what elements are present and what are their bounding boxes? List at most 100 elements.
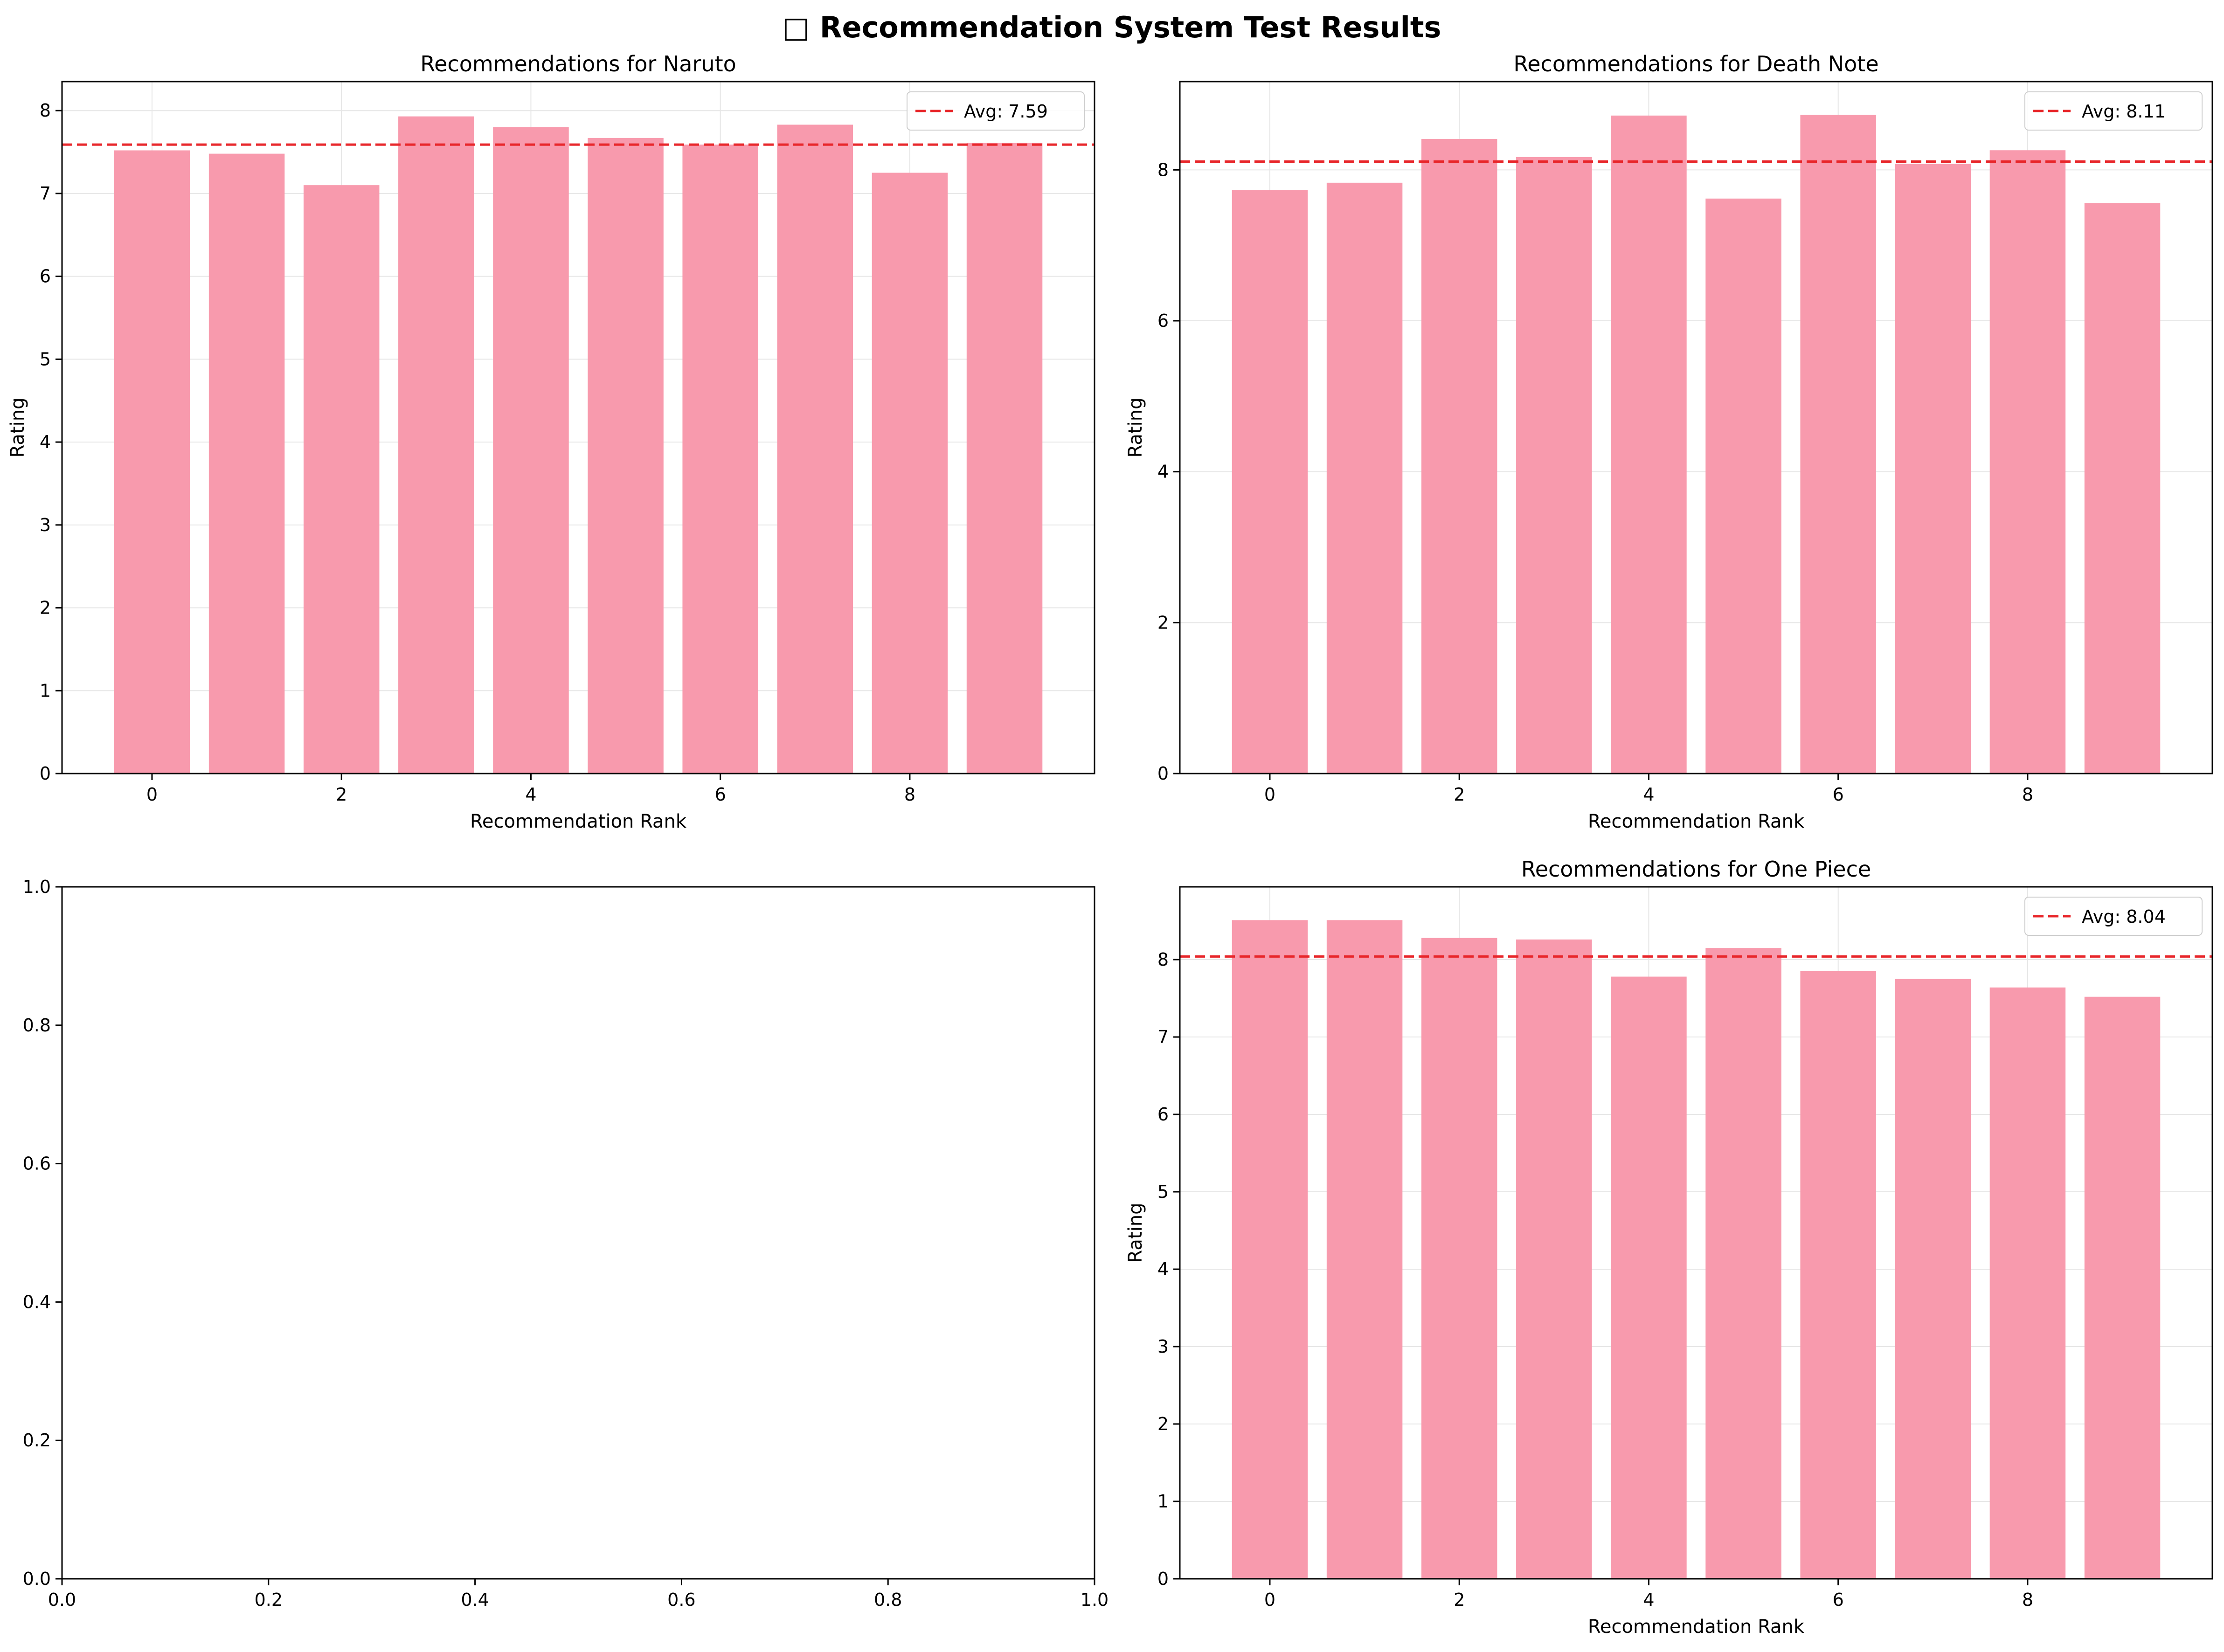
bar <box>1516 939 1592 1579</box>
y-tick-label: 7 <box>40 183 51 204</box>
bar <box>208 153 285 774</box>
y-tick-label: 5 <box>1157 1182 1169 1202</box>
bar <box>1611 115 1687 774</box>
x-tick-label: 8 <box>2022 784 2033 805</box>
y-axis-label: Rating <box>1125 1203 1146 1263</box>
y-tick-label: 8 <box>1157 949 1169 970</box>
bar <box>1989 150 2066 774</box>
bar <box>1705 198 1781 774</box>
bar <box>1895 164 1971 774</box>
bar <box>777 124 853 774</box>
y-tick-label: 0.0 <box>23 1569 51 1589</box>
y-tick-label: 2 <box>40 598 51 618</box>
bar <box>303 185 380 774</box>
axes-frame <box>61 886 1095 1580</box>
bar <box>966 143 1043 774</box>
y-tick-label: 3 <box>40 515 51 535</box>
ticks: 0.0 0.2 0.4 0.6 0.8 1.0 0.0 0.2 0.4 0.6 0.8 1.0 <box>23 877 1109 1610</box>
legend-box <box>2024 897 2203 936</box>
bar <box>1800 971 1876 1579</box>
legend-box <box>2024 91 2203 131</box>
x-tick-label: 4 <box>1643 784 1654 805</box>
x-tick-label: 0 <box>1264 1590 1275 1610</box>
panel-title: Recommendations for One Piece <box>1521 857 1871 882</box>
x-tick-label: 4 <box>525 784 536 805</box>
x-axis-label: Recommendation Rank <box>470 811 687 832</box>
bar <box>872 173 948 774</box>
y-tick-label: 3 <box>1157 1336 1169 1357</box>
axes-frame <box>61 81 1095 774</box>
x-tick-label: 6 <box>1833 784 1844 805</box>
x-axis-label: Recommendation Rank <box>1588 811 1805 832</box>
bar <box>2084 203 2161 774</box>
x-tick-label: 4 <box>1643 1590 1654 1610</box>
legend-label: Avg: 7.59 <box>964 101 1048 122</box>
y-tick-label: 7 <box>1157 1027 1169 1047</box>
legend: Avg: 8.11 <box>2024 91 2203 131</box>
y-tick-label: 1.0 <box>23 877 51 897</box>
y-tick-label: 0 <box>1157 763 1169 784</box>
legend: Avg: 8.04 <box>2024 897 2203 936</box>
panels: 0 2 4 6 8 0 1 2 3 4 5 6 7 8 Recommendations for Naruto… <box>7 51 2213 1638</box>
bar <box>1421 138 1497 774</box>
y-tick-label: 5 <box>40 349 51 369</box>
bar <box>1989 987 2066 1579</box>
ticks: 0 2 4 6 8 0 1 2 3 4 5 6 7 8 <box>40 100 915 805</box>
x-tick-label: 0.8 <box>874 1590 902 1610</box>
bar <box>1232 920 1308 1579</box>
y-tick-label: 0 <box>1157 1569 1169 1589</box>
y-tick-label: 2 <box>1157 1414 1169 1434</box>
x-tick-label: 0 <box>146 784 158 805</box>
y-axis-label: Rating <box>7 398 28 458</box>
x-tick-label: 6 <box>1833 1590 1844 1610</box>
y-tick-label: 0.6 <box>23 1154 51 1174</box>
axes-frame <box>1179 81 2213 774</box>
y-tick-label: 1 <box>40 680 51 701</box>
y-tick-label: 6 <box>1157 1104 1169 1125</box>
panel-title: Recommendations for Death Note <box>1513 51 1878 76</box>
bar <box>1326 182 1403 774</box>
y-tick-label: 4 <box>1157 462 1169 482</box>
bar <box>1895 979 1971 1579</box>
bars <box>1232 920 2161 1579</box>
y-tick-label: 4 <box>40 432 51 452</box>
axes-frame <box>1179 886 2213 1580</box>
bars <box>1232 115 2161 774</box>
chart-panel-1: 0 2 4 6 8 0 1 2 3 4 5 6 7 8 Recommendations for Naruto… <box>7 51 1095 832</box>
y-tick-label: 0 <box>40 763 51 784</box>
chart-panel-4: 0 2 4 6 8 0 1 2 3 4 5 6 7 8 Recommendations for One Pi… <box>1125 857 2213 1638</box>
bar <box>1326 920 1403 1579</box>
bar <box>1421 938 1497 1579</box>
chart-panel-3: 0.0 0.2 0.4 0.6 0.8 1.0 0.0 0.2 0.4 0.6 0.8 1.0 <box>23 877 1109 1610</box>
y-tick-label: 8 <box>1157 159 1169 180</box>
x-tick-label: 0 <box>1264 784 1275 805</box>
bar <box>398 116 474 774</box>
x-tick-label: 0.2 <box>255 1590 283 1610</box>
legend-box <box>907 91 1085 131</box>
x-tick-label: 2 <box>1454 1590 1465 1610</box>
bar <box>1232 190 1308 774</box>
legend: Avg: 7.59 <box>907 91 1085 131</box>
figure-title: □ Recommendation System Test Results <box>783 10 1441 44</box>
y-tick-label: 6 <box>1157 311 1169 331</box>
x-tick-label: 6 <box>715 784 726 805</box>
chart-panel-2: 0 2 4 6 8 0 2 4 6 8 Recommendations for Death Note… <box>1125 51 2213 832</box>
ticks: 0 2 4 6 8 0 2 4 6 8 <box>1157 159 2033 805</box>
x-tick-label: 2 <box>1454 784 1465 805</box>
ticks: 0 2 4 6 8 0 1 2 3 4 5 6 7 8 <box>1157 949 2033 1610</box>
x-tick-label: 0.4 <box>461 1590 489 1610</box>
x-tick-label: 2 <box>336 784 347 805</box>
x-tick-label: 1.0 <box>1081 1590 1109 1610</box>
y-tick-label: 8 <box>40 100 51 121</box>
y-tick-label: 0.2 <box>23 1430 51 1451</box>
y-axis-label: Rating <box>1125 398 1146 458</box>
y-tick-label: 1 <box>1157 1491 1169 1512</box>
y-tick-label: 0.8 <box>23 1015 51 1036</box>
y-tick-label: 0.4 <box>23 1292 51 1312</box>
bar <box>1516 157 1592 774</box>
bar <box>1611 976 1687 1579</box>
y-tick-label: 2 <box>1157 612 1169 633</box>
x-axis-label: Recommendation Rank <box>1588 1616 1805 1638</box>
bar <box>493 127 569 774</box>
